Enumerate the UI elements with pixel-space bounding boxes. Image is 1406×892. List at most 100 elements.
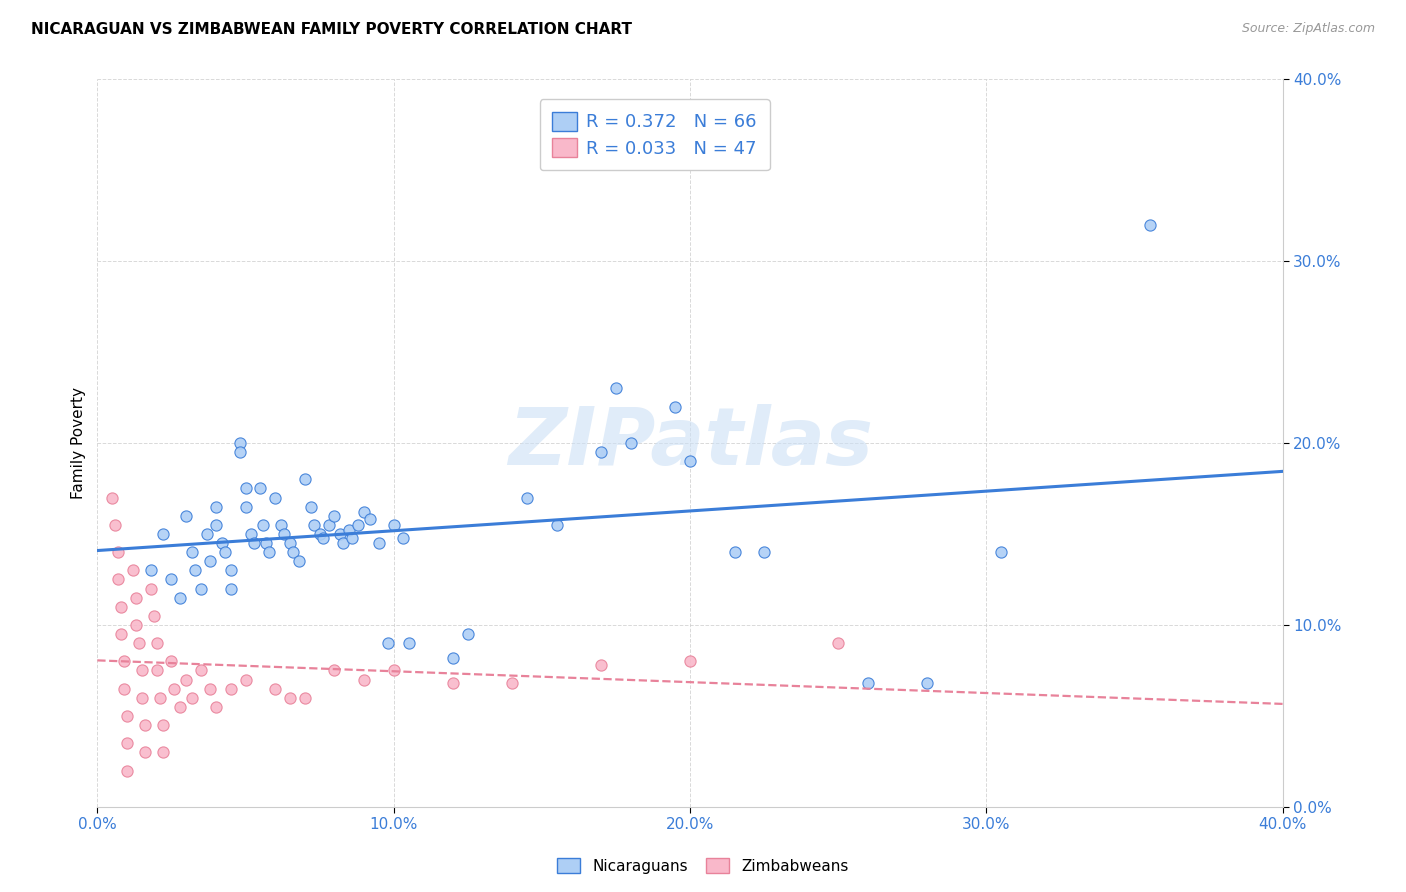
Point	[139, 582, 162, 596]
Point	[160, 573, 183, 587]
Point	[134, 718, 156, 732]
Point	[359, 512, 381, 526]
Point	[169, 699, 191, 714]
Point	[152, 718, 174, 732]
Point	[620, 436, 643, 450]
Point	[107, 545, 129, 559]
Point	[501, 676, 523, 690]
Point	[308, 527, 330, 541]
Point	[311, 531, 333, 545]
Point	[198, 554, 221, 568]
Point	[398, 636, 420, 650]
Point	[228, 445, 250, 459]
Point	[131, 690, 153, 705]
Point	[337, 524, 360, 538]
Point	[827, 636, 849, 650]
Point	[190, 582, 212, 596]
Point	[288, 554, 311, 568]
Point	[1139, 218, 1161, 232]
Point	[205, 699, 228, 714]
Point	[190, 664, 212, 678]
Text: Source: ZipAtlas.com: Source: ZipAtlas.com	[1241, 22, 1375, 36]
Point	[125, 618, 148, 632]
Point	[235, 500, 257, 514]
Point	[273, 527, 295, 541]
Point	[679, 454, 702, 468]
Point	[299, 500, 322, 514]
Point	[546, 517, 568, 532]
Point	[107, 573, 129, 587]
Point	[125, 591, 148, 605]
Point	[856, 676, 879, 690]
Point	[605, 381, 627, 395]
Point	[367, 536, 389, 550]
Point	[391, 531, 413, 545]
Point	[184, 563, 207, 577]
Point	[139, 563, 162, 577]
Point	[115, 764, 138, 778]
Point	[128, 636, 150, 650]
Legend: Nicaraguans, Zimbabweans: Nicaraguans, Zimbabweans	[551, 852, 855, 880]
Point	[318, 517, 340, 532]
Text: ZIPatlas: ZIPatlas	[508, 404, 873, 482]
Point	[195, 527, 218, 541]
Point	[382, 664, 405, 678]
Point	[457, 627, 479, 641]
Point	[264, 681, 287, 696]
Point	[723, 545, 745, 559]
Point	[664, 400, 686, 414]
Point	[235, 673, 257, 687]
Point	[377, 636, 399, 650]
Point	[160, 654, 183, 668]
Point	[259, 545, 281, 559]
Point	[134, 745, 156, 759]
Point	[243, 536, 266, 550]
Point	[249, 482, 271, 496]
Point	[270, 517, 292, 532]
Point	[235, 482, 257, 496]
Point	[254, 536, 277, 550]
Point	[174, 673, 197, 687]
Point	[264, 491, 287, 505]
Point	[142, 608, 165, 623]
Point	[441, 650, 464, 665]
Point	[174, 508, 197, 523]
Point	[240, 527, 263, 541]
Legend: R = 0.372   N = 66, R = 0.033   N = 47: R = 0.372 N = 66, R = 0.033 N = 47	[540, 99, 769, 170]
Point	[679, 654, 702, 668]
Point	[252, 517, 274, 532]
Point	[329, 527, 352, 541]
Point	[205, 517, 228, 532]
Point	[342, 531, 364, 545]
Point	[294, 472, 316, 486]
Point	[219, 582, 242, 596]
Point	[516, 491, 538, 505]
Point	[131, 664, 153, 678]
Point	[122, 563, 145, 577]
Point	[382, 517, 405, 532]
Point	[101, 491, 124, 505]
Point	[323, 508, 346, 523]
Point	[353, 505, 375, 519]
Point	[294, 690, 316, 705]
Point	[332, 536, 354, 550]
Point	[205, 500, 228, 514]
Point	[278, 690, 301, 705]
Point	[110, 627, 132, 641]
Point	[219, 563, 242, 577]
Point	[115, 736, 138, 750]
Point	[214, 545, 236, 559]
Point	[302, 517, 325, 532]
Y-axis label: Family Poverty: Family Poverty	[72, 387, 86, 499]
Point	[591, 445, 613, 459]
Point	[149, 690, 172, 705]
Text: NICARAGUAN VS ZIMBABWEAN FAMILY POVERTY CORRELATION CHART: NICARAGUAN VS ZIMBABWEAN FAMILY POVERTY …	[31, 22, 631, 37]
Point	[152, 745, 174, 759]
Point	[915, 676, 938, 690]
Point	[112, 681, 135, 696]
Point	[278, 536, 301, 550]
Point	[281, 545, 304, 559]
Point	[145, 636, 167, 650]
Point	[104, 517, 127, 532]
Point	[219, 681, 242, 696]
